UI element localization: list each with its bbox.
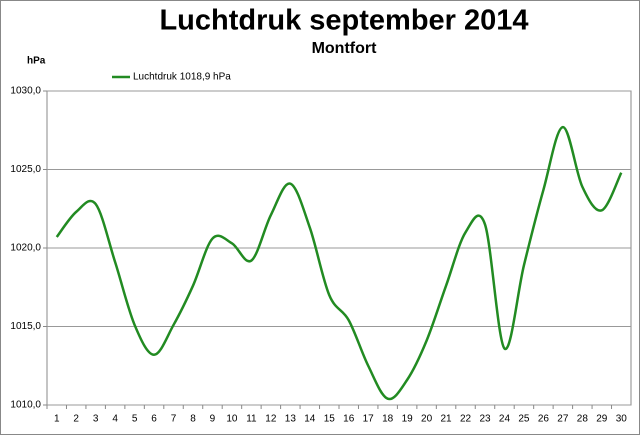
y-tick-label: 1015,0 [10,321,41,332]
x-tick-label: 25 [518,414,530,425]
x-tick-label: 6 [151,414,157,425]
x-tick-label: 12 [265,414,277,425]
x-tick-label: 30 [616,414,628,425]
x-tick-label: 7 [171,414,177,425]
y-axis-label: hPa [27,56,46,67]
x-tick-label: 11 [246,414,257,425]
x-tick-label: 19 [402,414,414,425]
x-tick-label: 28 [577,414,589,425]
x-tick-label: 13 [285,414,297,425]
x-tick-label: 4 [112,414,118,425]
x-tick-label: 1 [54,414,60,425]
chart-title: Luchtdruk september 2014 [159,5,528,37]
x-tick-label: 16 [343,414,355,425]
x-tick-label: 10 [226,414,238,425]
x-tick-label: 3 [93,414,99,425]
x-tick-label: 18 [382,414,394,425]
y-tick-label: 1030,0 [10,86,41,97]
x-tick-label: 17 [363,414,375,425]
x-tick-label: 20 [421,414,433,425]
x-tick-label: 15 [324,414,336,425]
data-line [55,125,623,401]
x-tick-label: 27 [557,414,569,425]
x-tick-label: 9 [210,414,216,425]
x-tick-label: 22 [460,414,472,425]
y-tick-label: 1010,0 [10,400,41,411]
x-tick-label: 24 [499,414,511,425]
x-tick-label: 5 [132,414,138,425]
legend-label: Luchtdruk 1018,9 hPa [133,72,231,83]
x-tick-label: 2 [73,414,79,425]
x-tick-label: 8 [190,414,196,425]
chart-subtitle: Montfort [312,40,378,57]
y-tick-label: 1025,0 [10,164,41,175]
y-tick-label: 1020,0 [10,243,41,254]
x-tick-label: 26 [538,414,550,425]
x-tick-label: 21 [441,414,453,425]
x-tick-label: 23 [479,414,491,425]
x-tick-label: 14 [304,414,316,425]
x-tick-label: 29 [596,414,608,425]
